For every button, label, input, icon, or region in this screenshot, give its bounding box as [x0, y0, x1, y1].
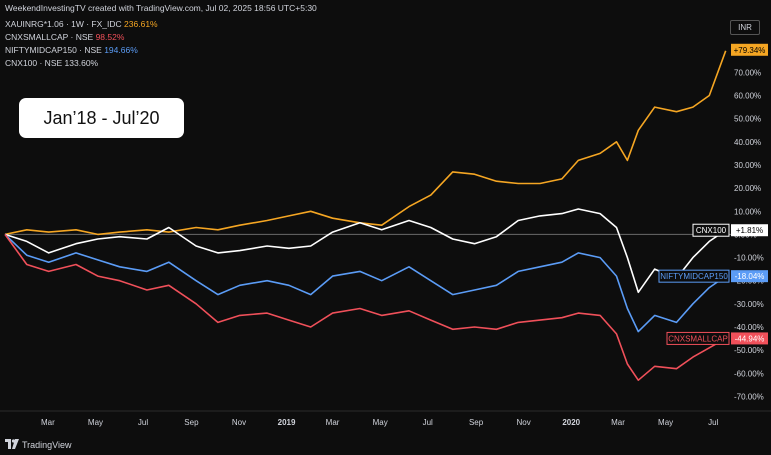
series-name-tag-text: CNXSMALLCAP — [668, 334, 728, 343]
legend-value: 98.52% — [95, 32, 125, 42]
series-line-xauinrg-1-06 — [4, 50, 727, 236]
x-tick-label: Nov — [517, 418, 531, 427]
x-tick-label: Jul — [708, 418, 718, 427]
legend-item-gold: XAUINRG*1.06 · 1W · FX_IDC 236.61% — [5, 19, 158, 30]
series-value-tag — [731, 332, 768, 345]
legend-item-midcap: NIFTYMIDCAP150 · NSE 194.66% — [5, 45, 138, 56]
series-value-tag-text: -44.94% — [735, 334, 765, 343]
series-value-tag — [731, 224, 768, 237]
attribution-text: WeekendInvestingTV created with TradingV… — [5, 3, 317, 13]
series-value-tag-text: +1.81% — [736, 226, 763, 235]
date-range-label: Jan’18 - Jul’20 — [19, 98, 184, 138]
legend-item-smallcap: CNXSMALLCAP · NSE 98.52% — [5, 32, 124, 43]
x-tick-label: Sep — [469, 418, 484, 427]
y-tick-label: 10.00% — [734, 207, 761, 216]
series-name-tag — [666, 331, 730, 345]
legend-value: 133.60% — [64, 58, 99, 68]
y-tick-label: 60.00% — [734, 92, 761, 101]
footer-bar: TradingView — [0, 437, 771, 455]
series-value-tag — [731, 43, 768, 56]
y-tick-label: 70.00% — [734, 68, 761, 77]
legend-value: 194.66% — [104, 45, 138, 55]
x-tick-label: Mar — [41, 418, 55, 427]
y-tick-label: -40.00% — [734, 323, 764, 332]
x-tick-label: 2019 — [278, 418, 296, 427]
footer-brand: TradingView — [22, 440, 72, 450]
series-value-tag-text: -18.04% — [735, 272, 765, 281]
x-tick-label: Sep — [184, 418, 199, 427]
legend-name: NIFTYMIDCAP150 · NSE — [5, 45, 102, 55]
series-name-tag — [658, 269, 730, 283]
series-value-tag-text: +79.34% — [734, 46, 766, 55]
y-tick-label: -10.00% — [734, 254, 764, 263]
x-tick-label: May — [373, 418, 388, 427]
x-tick-label: Mar — [326, 418, 340, 427]
y-tick-label: -30.00% — [734, 300, 764, 309]
currency-button[interactable]: INR — [730, 20, 760, 35]
legend-name: CNX100 · NSE — [5, 58, 63, 68]
y-tick-label: -60.00% — [734, 369, 764, 378]
y-tick-label: 20.00% — [734, 184, 761, 193]
x-tick-label: 2020 — [562, 418, 580, 427]
y-tick-label: -70.00% — [734, 392, 764, 401]
tradingview-logo-icon — [5, 439, 19, 449]
series-value-tag — [731, 270, 768, 283]
x-tick-label: May — [658, 418, 673, 427]
x-tick-label: Nov — [232, 418, 246, 427]
series-line-cnx100 — [4, 208, 727, 294]
series-name-tag-text: CNX100 — [696, 226, 727, 235]
series-name-tag — [692, 223, 730, 237]
x-tick-label: Jul — [423, 418, 433, 427]
series-line-cnxsmallcap — [4, 233, 727, 382]
y-tick-label: 50.00% — [734, 115, 761, 124]
y-tick-label: 40.00% — [734, 138, 761, 147]
legend-name: XAUINRG*1.06 · 1W · FX_IDC — [5, 19, 122, 29]
y-tick-label: -50.00% — [734, 346, 764, 355]
x-tick-label: May — [88, 418, 103, 427]
legend-item-cnx100: CNX100 · NSE 133.60% — [5, 58, 98, 69]
x-tick-label: Jul — [138, 418, 148, 427]
legend-name: CNXSMALLCAP · NSE — [5, 32, 94, 42]
series-line-niftymidcap150 — [4, 233, 727, 333]
series-name-tag-text: NIFTYMIDCAP150 — [660, 272, 728, 281]
legend-value: 236.61% — [124, 19, 158, 29]
x-tick-label: Mar — [611, 418, 625, 427]
y-tick-label: 30.00% — [734, 161, 761, 170]
